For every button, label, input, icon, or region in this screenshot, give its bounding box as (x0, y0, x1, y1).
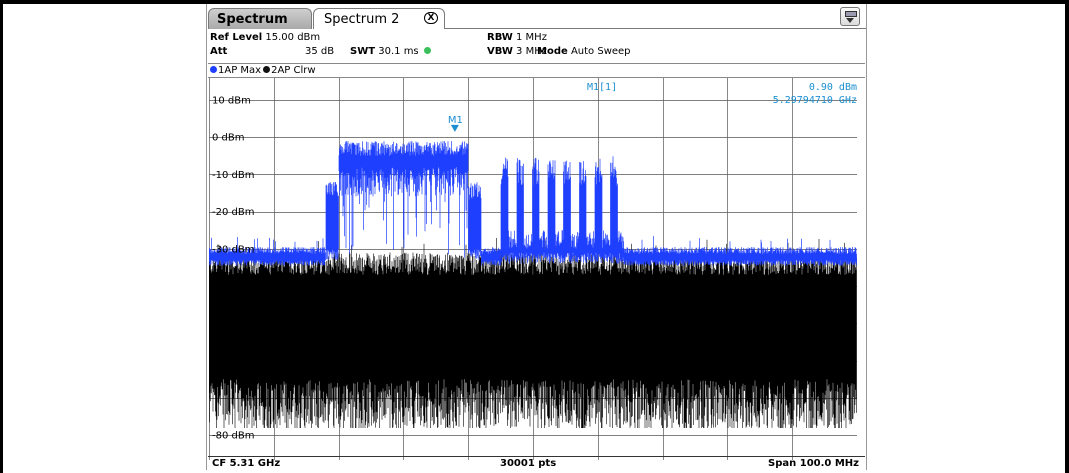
frequency-span: Span 100.0 MHz (768, 458, 859, 469)
spectrum-plot[interactable]: 10 dBm 0 dBm -10 dBm -20 dBm -30 dBm -80 dBm M… (209, 78, 857, 460)
tab-spectrum[interactable]: Spectrum (208, 8, 312, 29)
softkey-menu-icon[interactable] (840, 7, 860, 26)
window-left-border (0, 0, 3, 473)
y-tick-label: -10 dBm (212, 170, 254, 181)
tab-underline (445, 28, 866, 29)
swt-value: 30.1 ms (378, 46, 419, 57)
marker-label: M1 (448, 115, 463, 126)
swt-setting: SWT 30.1 ms (350, 46, 432, 57)
vbw-value: 3 MHz (516, 46, 547, 57)
vbw-label: VBW (487, 46, 513, 57)
spectrum-panel: Spectrum Spectrum 2 X Ref Level 15.00 dB… (206, 4, 867, 470)
swt-label: SWT (350, 46, 376, 57)
rbw-value: 1 MHz (516, 32, 547, 43)
swt-indicator-icon (423, 47, 431, 54)
ref-level-value: 15.00 dBm (265, 32, 321, 43)
trace-2-label: 2AP Clrw (271, 65, 316, 76)
trace-info-bar: 1AP Max 2AP Clrw (208, 63, 865, 78)
y-tick-label: 10 dBm (212, 96, 251, 107)
window-top-border (0, 0, 1069, 4)
y-tick-label: -20 dBm (212, 207, 254, 218)
trace-1-label: 1AP Max (218, 65, 262, 76)
tab-bar: Spectrum Spectrum 2 X (207, 4, 866, 29)
mode-label: Mode (537, 46, 568, 57)
y-tick-label: 0 dBm (212, 133, 245, 144)
rbw-setting: RBW 1 MHz (487, 32, 547, 43)
rbw-label: RBW (487, 32, 513, 43)
y-tick-label: -30 dBm (212, 244, 254, 255)
marker-readout-level: 0.90 dBm (808, 82, 857, 93)
trace-1-icon (210, 66, 217, 73)
tab-spectrum-2[interactable]: Spectrum 2 X (313, 8, 445, 29)
att-value: 35 dB (305, 46, 335, 57)
vbw-setting: VBW 3 MHz (487, 46, 547, 57)
trace-2-line (209, 238, 857, 428)
marker-triangle-icon[interactable] (450, 124, 459, 132)
marker-readout-name: M1[1] (587, 82, 618, 93)
tab-spectrum-label: Spectrum (217, 12, 288, 27)
ref-level-setting: Ref Level 15.00 dBm (210, 32, 320, 43)
close-icon[interactable]: X (424, 12, 438, 24)
ref-level-label: Ref Level (210, 32, 263, 43)
mode-value: Auto Sweep (570, 46, 631, 57)
window-right-border (1065, 0, 1069, 473)
att-label: Att (210, 46, 228, 57)
status-footer: CF 5.31 GHz 30001 pts Span 100.0 MHz (208, 456, 865, 471)
marker-readout-frequency: 5.29794710 GHz (772, 95, 857, 106)
center-frequency: CF 5.31 GHz (212, 458, 281, 469)
mode-setting: Mode Auto Sweep (537, 46, 631, 57)
y-tick-label: -80 dBm (212, 431, 254, 442)
tab-spectrum-2-label: Spectrum 2 (324, 12, 400, 27)
trace-2-icon (263, 66, 271, 73)
sweep-points: 30001 pts (500, 458, 557, 469)
trace-1-line (209, 141, 857, 266)
